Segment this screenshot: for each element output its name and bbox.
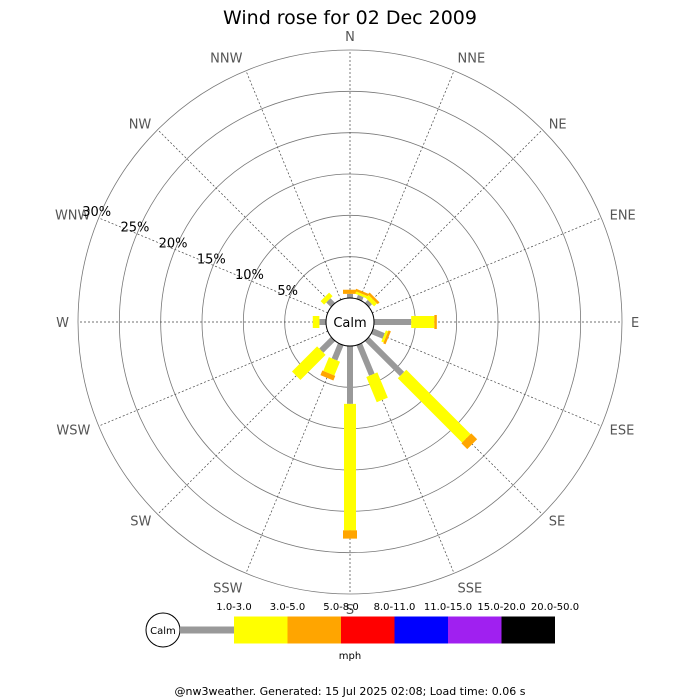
direction-label-w: W xyxy=(56,316,69,331)
legend-swatch-1 xyxy=(234,616,288,644)
legend-swatch-3 xyxy=(341,616,395,644)
direction-label-ene: ENE xyxy=(610,208,636,223)
legend-unit: mph xyxy=(339,651,361,662)
direction-label-nw: NW xyxy=(129,117,152,132)
legend-bin-label: 11.0-15.0 xyxy=(424,602,472,613)
legend-bin-label: 20.0-50.0 xyxy=(531,602,579,613)
bar-ese-1 xyxy=(381,330,389,343)
legend-swatch-0 xyxy=(180,626,234,634)
bar-ne-2 xyxy=(367,292,380,305)
bar-sw-1 xyxy=(291,346,326,381)
direction-label-ssw: SSW xyxy=(213,582,243,597)
direction-label-nnw: NNW xyxy=(210,51,242,66)
bar-sw-0 xyxy=(319,336,336,353)
bar-se-2 xyxy=(461,433,478,450)
direction-label-sse: SSE xyxy=(458,582,483,597)
legend-calm-label: Calm xyxy=(150,626,176,637)
bar-ssw-0 xyxy=(331,343,344,361)
legend-bin-label: 5.0-8.0 xyxy=(323,602,358,613)
spoke-wsw xyxy=(98,330,328,427)
grid-ring xyxy=(77,49,623,595)
direction-label-e: E xyxy=(631,316,639,331)
radial-tick-label: 20% xyxy=(159,237,188,252)
bar-ese-2 xyxy=(383,330,391,345)
bar-se-1 xyxy=(397,369,471,443)
radial-tick-label: 30% xyxy=(82,205,111,220)
legend-swatch-4 xyxy=(394,616,448,644)
wind-bars xyxy=(291,288,478,539)
chart-title: Wind rose for 02 Dec 2009 xyxy=(223,7,477,29)
bar-sse-0 xyxy=(356,343,375,376)
direction-label-s: S xyxy=(346,603,354,618)
legend-bin-label: 15.0-20.0 xyxy=(477,602,525,613)
radial-tick-label: 15% xyxy=(197,252,226,267)
spoke-ne xyxy=(366,129,543,306)
legend-bin-label: 1.0-3.0 xyxy=(216,602,251,613)
radial-tick-label: 10% xyxy=(235,268,264,283)
bar-nne-0 xyxy=(356,294,364,301)
radial-tick-labels: 5% 10% 15% 20% 25% 30% xyxy=(82,205,298,299)
legend-swatch-2 xyxy=(287,616,341,644)
legend-bin-label: 8.0-11.0 xyxy=(374,602,416,613)
spoke-wnw xyxy=(98,217,328,314)
bar-ne-0 xyxy=(364,299,373,308)
direction-label-ne: NE xyxy=(549,117,567,132)
radial-tick-label: 5% xyxy=(277,284,298,299)
calm-center: Calm xyxy=(325,297,375,347)
bar-nw-1 xyxy=(320,292,333,305)
spoke-ssw xyxy=(245,344,342,574)
direction-label-n: N xyxy=(345,30,355,45)
spoke-nw xyxy=(157,129,334,306)
bar-se-0 xyxy=(364,336,405,377)
spoke-ene xyxy=(372,217,602,314)
spoke-nnw xyxy=(245,70,342,300)
calm-circle xyxy=(325,297,375,347)
bar-ssw-2 xyxy=(320,370,336,381)
direction-label-sw: SW xyxy=(130,515,151,530)
direction-label-nne: NNE xyxy=(458,51,486,66)
direction-labels: N NNE NE ENE E ESE SE SSE S SSW SW WSW W WNW NW NNW xyxy=(55,30,639,618)
calm-label: Calm xyxy=(333,316,366,331)
direction-label-wsw: WSW xyxy=(56,424,90,439)
footer-text: @nw3weather. Generated: 15 Jul 2025 02:0… xyxy=(175,685,526,698)
legend-swatch-6 xyxy=(501,616,555,644)
bar-nw-0 xyxy=(326,298,336,308)
bar-nne-1 xyxy=(355,291,368,299)
spoke-ese xyxy=(372,330,602,427)
bar-nne-2 xyxy=(355,288,370,297)
bar-ssw-1 xyxy=(323,357,341,376)
legend-swatch-5 xyxy=(448,616,502,644)
bar-ne-1 xyxy=(365,294,378,307)
legend-bin-label: 3.0-5.0 xyxy=(270,602,305,613)
grid-ring xyxy=(118,90,582,554)
bar-ese-0 xyxy=(371,328,385,339)
spoke-nne xyxy=(358,70,455,300)
radial-tick-label: 25% xyxy=(120,221,149,236)
direction-label-se: SE xyxy=(549,515,565,530)
direction-label-wnw: WNW xyxy=(55,208,91,223)
legend: Calm 1.0-3.0 3.0-5.0 5.0-8.0 8.0-11.0 11.0-1… xyxy=(145,602,579,662)
bar-sse-1 xyxy=(366,372,388,403)
direction-label-ese: ESE xyxy=(610,424,635,439)
